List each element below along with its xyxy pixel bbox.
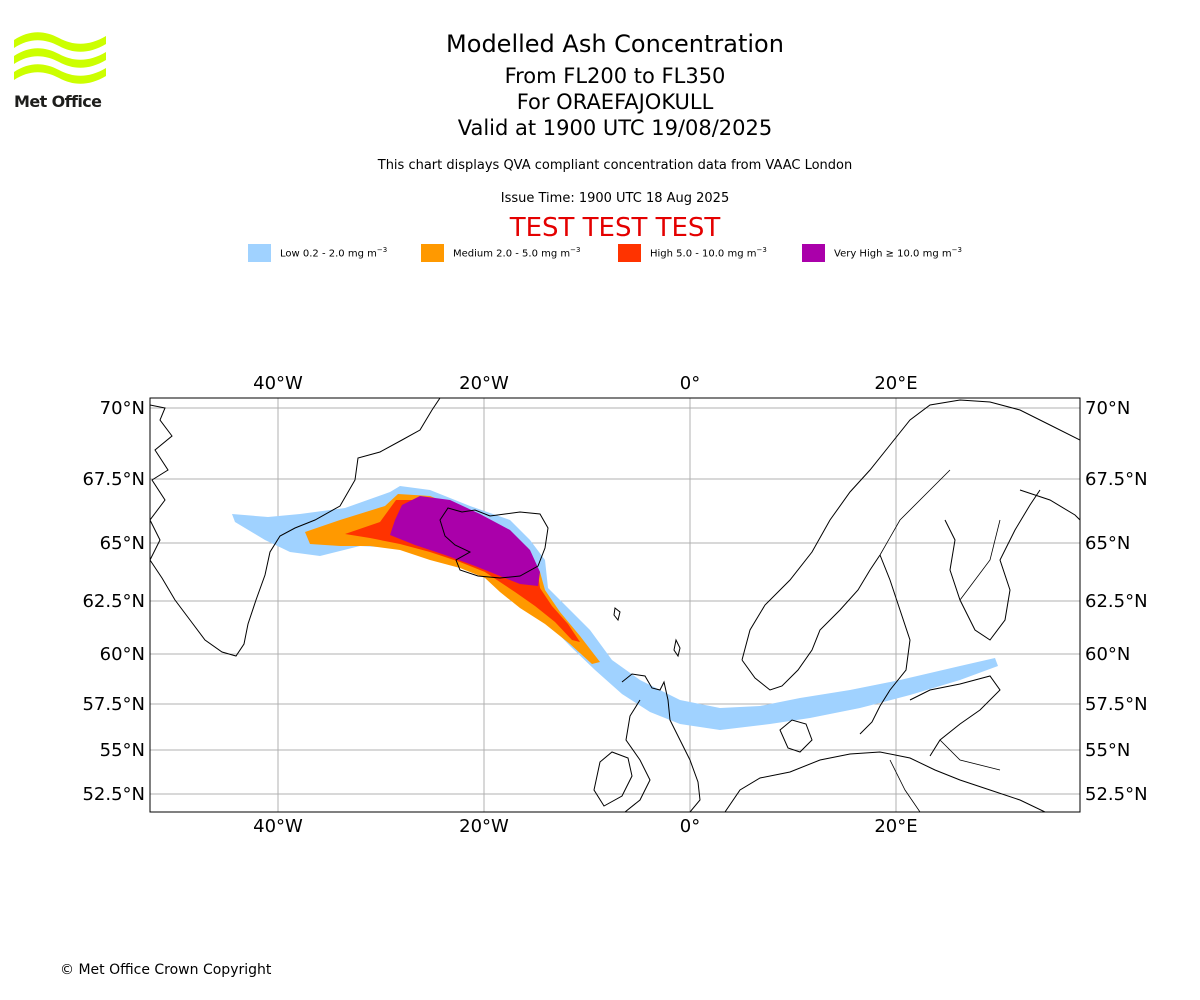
legend-swatch-low	[248, 244, 271, 262]
lat-label-right: 65°N	[1085, 533, 1130, 554]
lat-label-right: 52.5°N	[1085, 784, 1148, 805]
coastlines	[150, 398, 1080, 812]
test-banner: TEST TEST TEST	[509, 213, 721, 243]
map-area	[150, 398, 1080, 812]
lat-label-left: 70°N	[100, 398, 145, 419]
greenland-coast	[150, 398, 441, 657]
lat-label-left: 55°N	[100, 740, 145, 761]
lon-label-top: 20°W	[459, 373, 509, 394]
legend-label-very-high: Very High ≥ 10.0 mg m	[834, 248, 952, 260]
ireland-coast	[593, 751, 633, 807]
legend-swatch-very-high	[802, 244, 825, 262]
copyright: © Met Office Crown Copyright	[60, 962, 272, 978]
lon-label-top: 40°W	[253, 373, 303, 394]
volcano-name: For ORAEFAJOKULL	[516, 90, 714, 114]
legend-unit-exp: −3	[756, 246, 767, 254]
legend-swatch-medium	[421, 244, 444, 262]
legend-label-low: Low 0.2 - 2.0 mg m	[280, 248, 377, 260]
iceland-coast	[439, 507, 549, 579]
lat-label-right: 62.5°N	[1085, 591, 1148, 612]
sweden-coast	[859, 554, 911, 735]
ash-very-high-region	[390, 496, 540, 586]
lat-label-right: 67.5°N	[1085, 469, 1148, 490]
legend-label-high: High 5.0 - 10.0 mg m	[650, 248, 757, 260]
uk-coast	[621, 673, 701, 812]
issue-time: Issue Time: 1900 UTC 18 Aug 2025	[500, 191, 730, 206]
lat-label-left: 65°N	[100, 533, 145, 554]
gridlines	[150, 398, 1080, 812]
lon-label-bottom: 20°W	[459, 816, 509, 837]
europe-coast	[724, 751, 1046, 812]
legend-label-medium: Medium 2.0 - 5.0 mg m	[453, 248, 571, 260]
scandinavia-coast	[741, 399, 1080, 691]
legend-swatch-high	[618, 244, 641, 262]
chart-title: Modelled Ash Concentration	[446, 30, 784, 58]
legend-unit-exp: −3	[376, 246, 388, 254]
lon-label-bottom: 40°W	[253, 816, 303, 837]
lat-label-left: 57.5°N	[82, 694, 145, 715]
legend-unit-exp: −3	[951, 246, 962, 254]
lon-label-top: 20°E	[874, 373, 917, 394]
logo-text: Met Office	[14, 92, 102, 111]
lon-label-bottom: 20°E	[874, 816, 917, 837]
lat-label-right: 60°N	[1085, 644, 1130, 665]
lat-label-right: 57.5°N	[1085, 694, 1148, 715]
lat-label-left: 52.5°N	[82, 784, 145, 805]
met-office-waves-icon	[14, 32, 106, 84]
legend-unit-exp: −3	[570, 246, 581, 254]
valid-time: Valid at 1900 UTC 19/08/2025	[457, 116, 773, 140]
chart-subtitle: This chart displays QVA compliant concen…	[377, 158, 853, 173]
lat-label-left: 67.5°N	[82, 469, 145, 490]
lon-label-top: 0°	[680, 373, 700, 394]
map-frame	[149, 397, 1081, 813]
flight-level-range: From FL200 to FL350	[504, 64, 726, 88]
finland-coast	[944, 489, 1041, 641]
lat-label-left: 60°N	[100, 644, 145, 665]
lat-label-right: 55°N	[1085, 740, 1130, 761]
lon-label-bottom: 0°	[680, 816, 700, 837]
denmark-coast	[779, 719, 813, 753]
met-office-logo	[14, 32, 106, 84]
lat-label-left: 62.5°N	[82, 591, 145, 612]
lat-label-right: 70°N	[1085, 398, 1130, 419]
